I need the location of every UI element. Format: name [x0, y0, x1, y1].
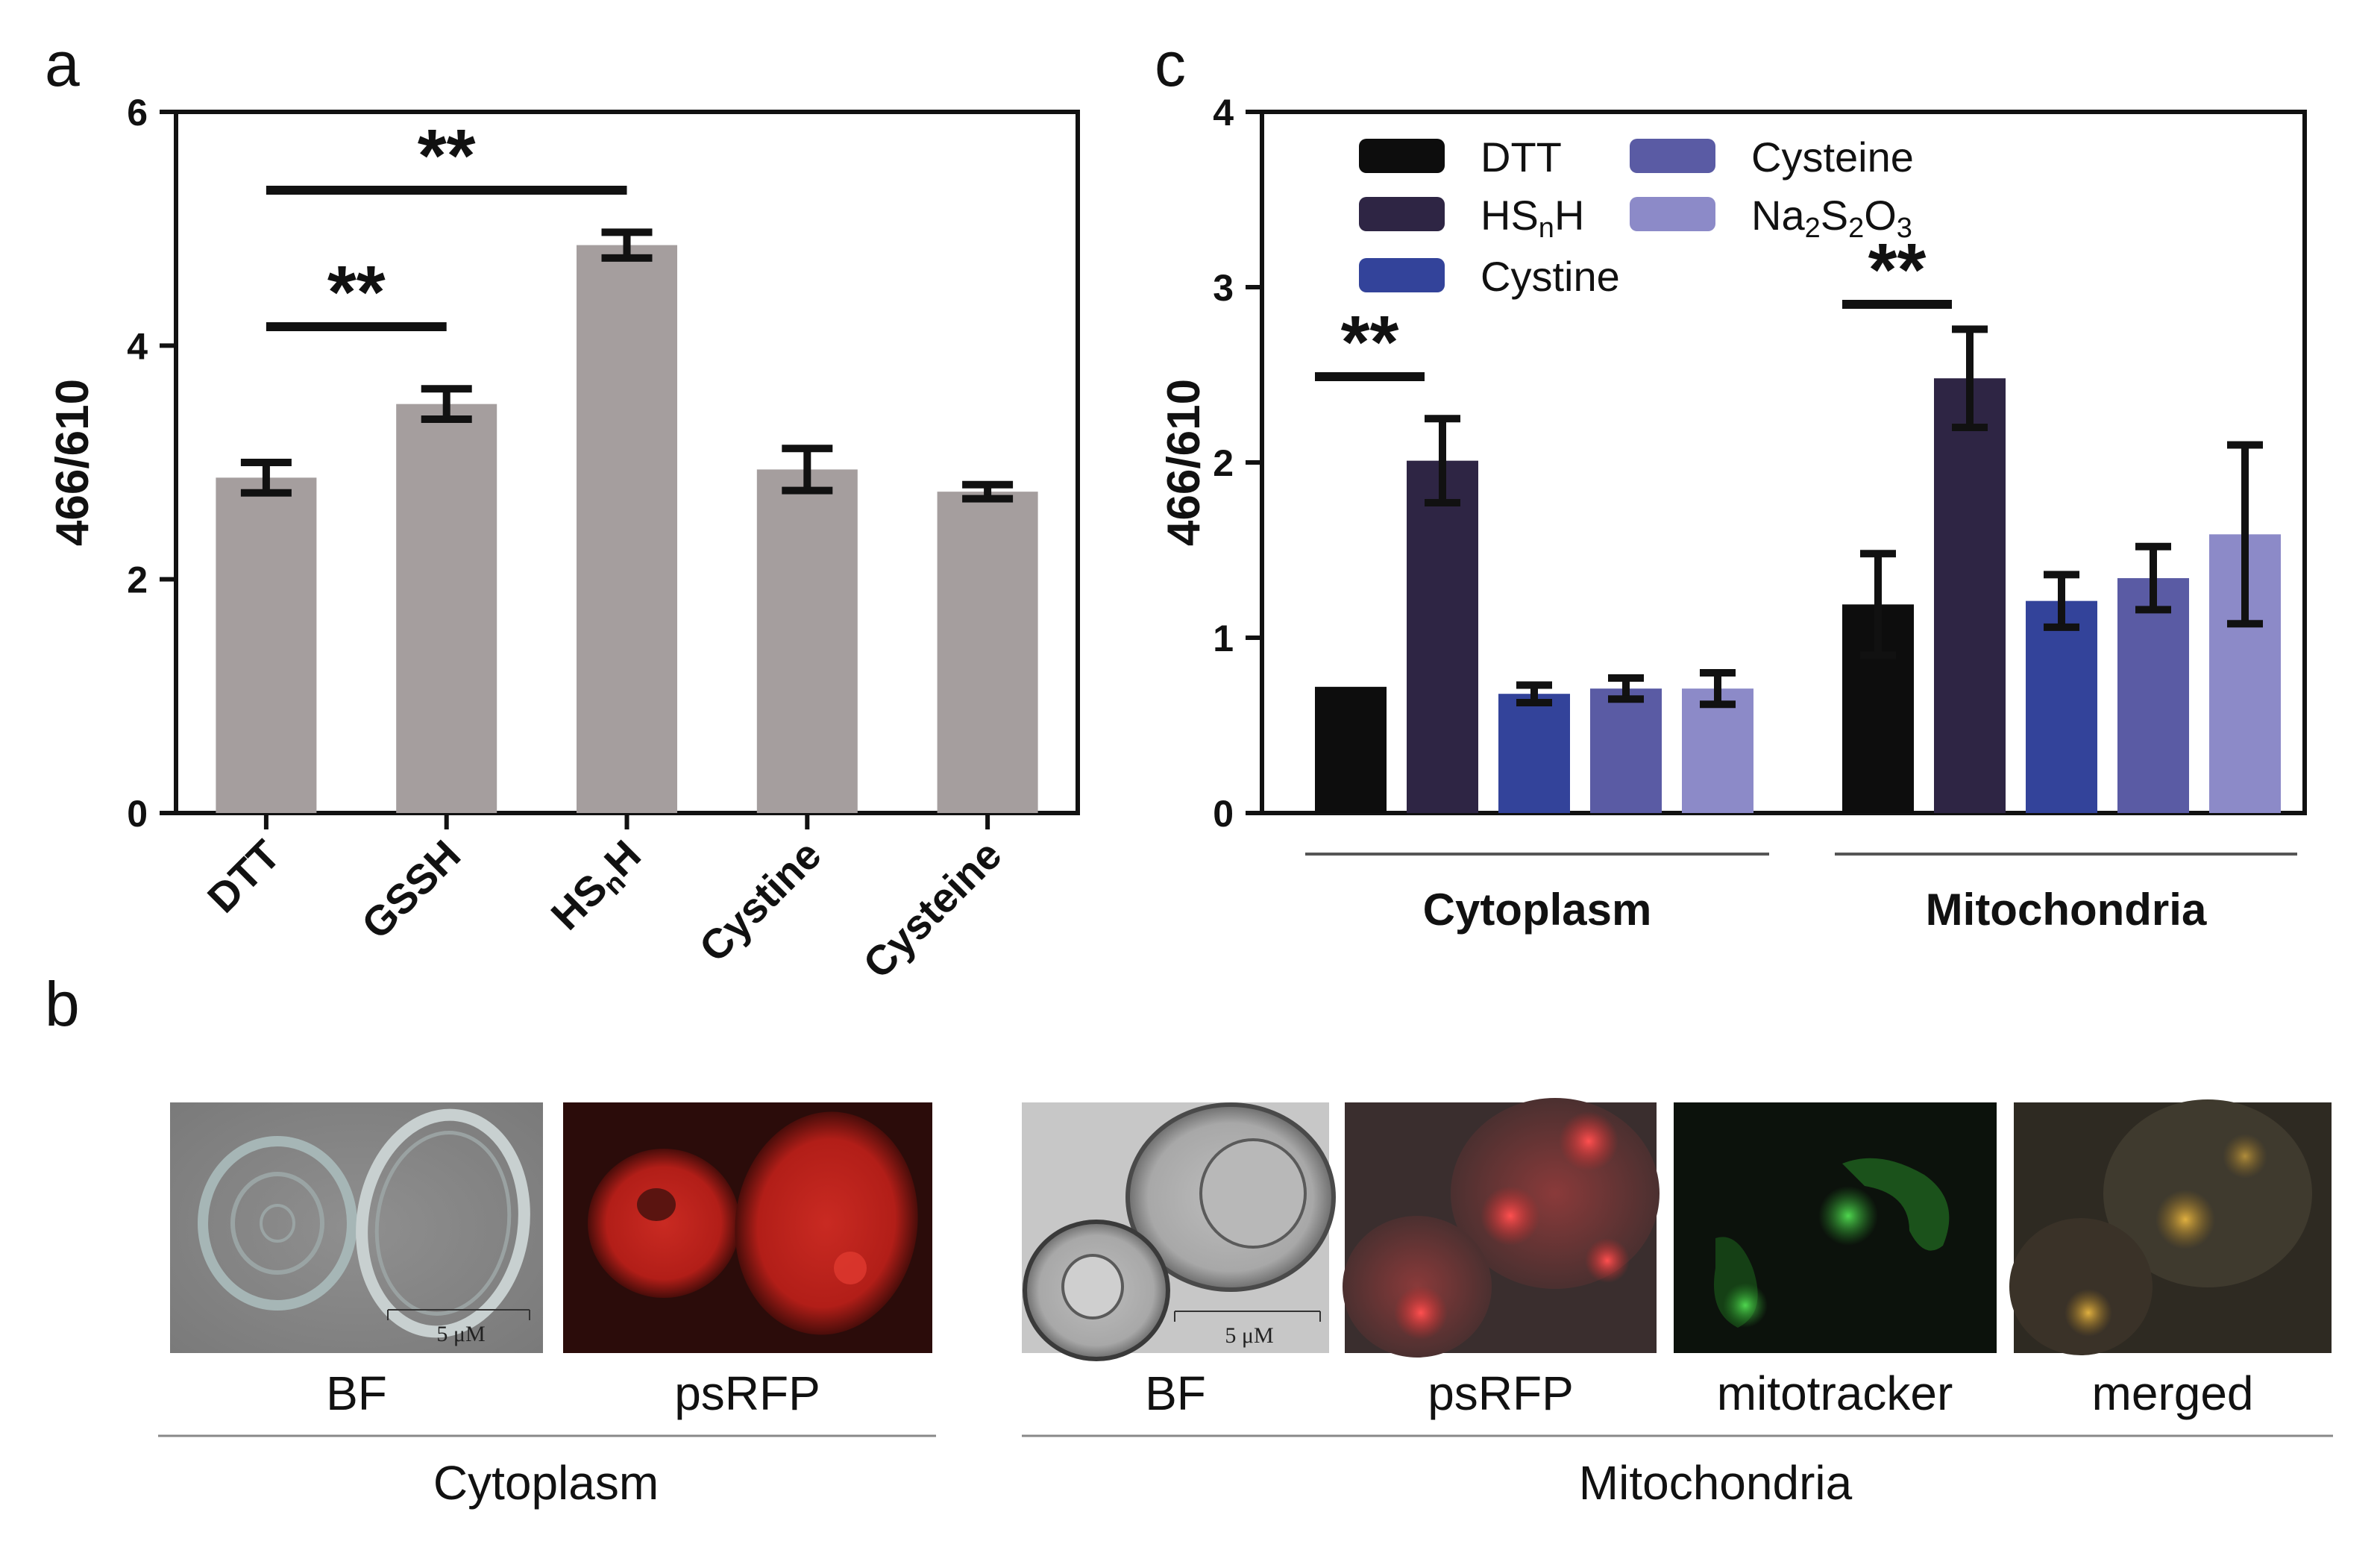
mitochondria-bf-image: 5 μM: [1022, 1102, 1336, 1361]
chart-c-y-axis-label: 466/610: [1158, 379, 1210, 546]
chart-c-y-tick-label: 4: [1213, 92, 1234, 134]
mitochondria-scale-bar: 5 μM: [1174, 1311, 1321, 1348]
panel-c-letter: c: [1155, 29, 1186, 99]
chart-a-bar: [756, 469, 858, 813]
chart-c-error-bar: [1608, 674, 1644, 703]
mitochondria-merged-image: [2009, 1099, 2332, 1355]
mitochondria-mitotracker-image: [1674, 1102, 1997, 1353]
chart-c-bar: [1407, 460, 1478, 813]
cytoplasm-group-label: Cytoplasm: [433, 1456, 659, 1510]
chart-c-group-label: Cytoplasm: [1423, 885, 1652, 935]
micrograph-panel: 5 μM 5 μM: [158, 1098, 2333, 1510]
chart-a-significance-label: **: [418, 114, 476, 198]
chart-c-error-bar: [1700, 669, 1736, 709]
svg-text:5 μM: 5 μM: [436, 1322, 485, 1346]
chart-a-x-tick-label: Cysteine: [854, 831, 1011, 988]
chart-c-error-bar: [1860, 550, 1896, 659]
chart-a-y-axis-label: 466/610: [47, 379, 98, 546]
chart-a-bar: [396, 404, 497, 813]
chart-c-legend-swatch: [1630, 197, 1715, 231]
chart-c-legend-swatch: [1359, 139, 1445, 173]
chart-a: 466/610 0 2 4 6 DTT GSSH HSnH Cystine Cysteine **…: [47, 92, 1080, 988]
chart-a-error-bar: [782, 445, 833, 495]
chart-c-significance-label: **: [1341, 301, 1399, 384]
chart-a-x-tick-label: HSnH: [541, 831, 653, 943]
chart-c-legend-swatch: [1630, 139, 1715, 173]
chart-c-y-tick-label: 1: [1213, 618, 1234, 659]
chart-c-legend-label: Cystine: [1481, 253, 1620, 300]
chart-c-group-label: Mitochondria: [1926, 885, 2207, 935]
chart-c-legend-label: Na2S2O3: [1751, 192, 1912, 244]
mitochondria-mitotracker-label: mitotracker: [1717, 1366, 1953, 1420]
mitochondria-merged-label: merged: [2092, 1366, 2254, 1420]
cytoplasm-psrfp-label: psRFP: [674, 1366, 820, 1420]
chart-c-bar: [1682, 688, 1753, 813]
chart-c-y-tick-label: 0: [1213, 793, 1234, 835]
chart-c-legend-swatch: [1359, 258, 1445, 292]
chart-c-error-bar: [2044, 571, 2079, 631]
chart-a-error-bar: [240, 459, 292, 497]
chart-a-y-tick-label: 0: [127, 793, 148, 835]
chart-a-x-tick-label: GSSH: [352, 831, 469, 948]
chart-c-error-bar: [2135, 542, 2171, 614]
cytoplasm-scale-bar: 5 μM: [387, 1309, 530, 1346]
chart-a-bar: [577, 245, 677, 814]
mitochondria-psrfp-image: [1343, 1098, 1660, 1358]
chart-c-legend: DTT HSnH Cystine Cysteine Na2S2O3: [1359, 134, 1914, 300]
chart-a-error-bar: [601, 228, 653, 262]
panel-a-letter: a: [45, 29, 80, 99]
chart-a-x-tick-label: Cystine: [690, 831, 830, 971]
chart-a-error-bar: [421, 385, 472, 424]
chart-a-y-tick-label: 6: [127, 92, 148, 134]
chart-c-legend-item: Cystine: [1359, 253, 1620, 300]
mitochondria-group-label: Mitochondria: [1579, 1456, 1853, 1510]
mitochondria-bf-label: BF: [1145, 1366, 1206, 1420]
chart-c-error-bar: [1952, 325, 1988, 431]
chart-c-bar: [2117, 578, 2189, 813]
chart-a-bar: [216, 477, 317, 813]
chart-c-legend-label: DTT: [1481, 134, 1562, 181]
chart-a-x-tick-label: DTT: [198, 831, 289, 922]
chart-c-bar: [1315, 686, 1387, 813]
cytoplasm-bf-image: 5 μM: [170, 1102, 543, 1353]
chart-c: 466/610 DTT HSnH Cystine Cysteine Na2S2O3 0 1…: [1158, 92, 2307, 935]
chart-c-legend-swatch: [1359, 197, 1445, 231]
mitochondria-psrfp-label: psRFP: [1428, 1366, 1574, 1420]
chart-c-significance-label: **: [1868, 228, 1927, 312]
chart-c-legend-item: Na2S2O3: [1630, 192, 1912, 244]
chart-c-error-bar: [1516, 681, 1552, 706]
chart-c-error-bar: [1425, 415, 1460, 507]
chart-c-y-tick-label: 2: [1213, 442, 1234, 484]
chart-c-bar: [1934, 378, 2006, 813]
chart-a-y-tick-label: 4: [127, 325, 148, 367]
chart-c-error-bar: [2227, 441, 2263, 628]
chart-a-error-bar: [962, 480, 1014, 503]
cytoplasm-bf-label: BF: [326, 1366, 387, 1420]
chart-c-bar: [1498, 694, 1570, 813]
cytoplasm-psrfp-image: [563, 1102, 932, 1353]
chart-a-bar: [937, 492, 1038, 813]
panel-b-letter: b: [45, 969, 80, 1039]
chart-a-significance-label: **: [327, 251, 386, 334]
svg-text:5 μM: 5 μM: [1225, 1323, 1273, 1348]
chart-c-y-tick-label: 3: [1213, 267, 1234, 309]
chart-a-y-tick-label: 2: [127, 559, 148, 601]
chart-c-legend-label: Cysteine: [1751, 134, 1914, 181]
chart-c-bar: [2026, 600, 2097, 813]
chart-c-legend-item: HSnH: [1359, 192, 1584, 244]
chart-c-legend-label: HSnH: [1481, 192, 1584, 244]
chart-c-legend-item: Cysteine: [1630, 134, 1914, 181]
chart-c-legend-item: DTT: [1359, 134, 1562, 181]
chart-c-bar: [1590, 688, 1662, 813]
